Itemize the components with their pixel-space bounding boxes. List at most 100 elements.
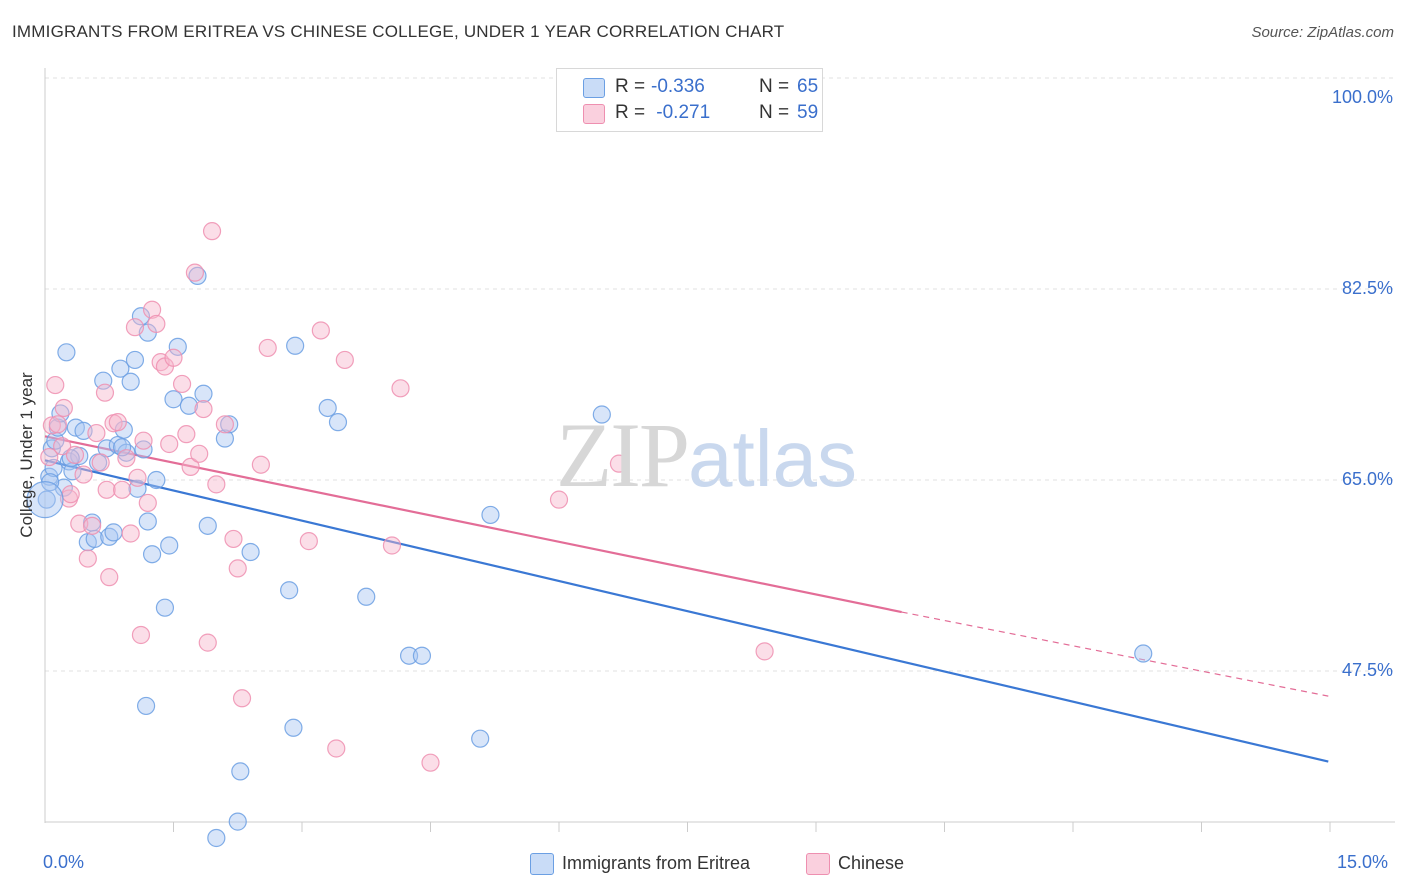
point-eritrea	[215, 429, 234, 448]
point-chinese	[138, 493, 157, 513]
point-eritrea	[104, 523, 123, 542]
point-eritrea	[168, 337, 187, 356]
axes	[44, 68, 1395, 832]
r-value: -0.336	[651, 76, 705, 97]
point-chinese	[78, 549, 97, 568]
point-chinese	[181, 457, 200, 477]
point-chinese	[224, 529, 243, 549]
point-eritrea	[142, 545, 162, 564]
y-tick-label: 47.5%	[1341, 660, 1393, 680]
point-chinese	[185, 263, 205, 282]
point-chinese	[755, 642, 774, 661]
point-chinese	[327, 739, 346, 758]
point-eritrea	[155, 598, 175, 617]
point-chinese	[108, 413, 127, 432]
point-eritrea	[481, 505, 500, 525]
point-eritrea	[284, 718, 303, 737]
y-tick-label: 82.5%	[1341, 278, 1393, 298]
point-eritrea	[399, 646, 419, 665]
legend-label-eritrea: Immigrants from Eritrea	[562, 853, 751, 873]
point-chinese	[177, 425, 196, 444]
point-eritrea	[592, 405, 611, 424]
point-chinese	[251, 455, 270, 474]
point-eritrea	[357, 587, 376, 606]
point-eritrea	[241, 542, 260, 562]
point-chinese	[232, 689, 252, 708]
point-eritrea	[194, 384, 213, 403]
point-chinese	[190, 444, 209, 463]
point-eritrea	[112, 438, 132, 457]
r-value: -0.271	[651, 102, 711, 123]
trend-line-chinese	[44, 435, 902, 614]
trend-line-chinese-extension	[901, 611, 1329, 697]
grid-lines	[45, 77, 1395, 672]
point-chinese	[117, 449, 136, 468]
point-eritrea	[37, 490, 56, 509]
point-chinese	[128, 468, 147, 487]
point-chinese	[91, 453, 110, 472]
point-eritrea	[412, 646, 432, 665]
point-chinese	[335, 350, 354, 370]
point-chinese	[311, 321, 330, 340]
point-chinese	[609, 454, 629, 473]
point-chinese	[134, 431, 153, 450]
point-eritrea	[147, 470, 166, 490]
point-chinese	[95, 383, 115, 402]
point-chinese	[53, 437, 72, 456]
point-eritrea	[188, 266, 207, 286]
point-eritrea	[136, 696, 156, 716]
point-chinese	[299, 532, 318, 551]
point-chinese	[382, 536, 402, 555]
point-chinese	[258, 338, 277, 358]
point-chinese	[202, 222, 222, 241]
point-chinese	[172, 374, 192, 394]
point-chinese	[87, 423, 106, 443]
point-eritrea	[121, 372, 140, 391]
legend-swatch-chinese	[806, 853, 830, 875]
y-axis-label: College, Under 1 year	[17, 372, 36, 538]
n-label: N =	[759, 102, 790, 123]
point-chinese	[160, 434, 179, 454]
point-chinese	[164, 348, 183, 367]
r-label: R =	[615, 76, 646, 97]
point-eritrea	[138, 512, 157, 531]
point-chinese	[125, 318, 145, 337]
point-chinese	[421, 753, 440, 772]
point-eritrea	[207, 828, 226, 848]
point-eritrea	[286, 336, 305, 355]
point-chinese	[97, 480, 116, 499]
correlation-stats-box: R = -0.336 N = 65 R = -0.271 N = 59	[556, 68, 823, 132]
y-tick-label: 65.0%	[1341, 469, 1393, 489]
x-tick-max: 15.0%	[1337, 852, 1389, 872]
point-eritrea	[57, 343, 76, 362]
point-chinese	[74, 465, 93, 484]
data-points	[26, 222, 1153, 848]
point-chinese	[215, 415, 234, 434]
x-tick-min: 0.0%	[43, 852, 85, 872]
point-eritrea	[318, 398, 337, 418]
watermark-atlas: atlas	[688, 414, 857, 503]
source-label: Source: ZipAtlas.com	[1251, 24, 1394, 41]
point-eritrea	[131, 307, 151, 326]
point-eritrea	[198, 516, 217, 535]
watermark: ZIPatlas	[556, 402, 857, 508]
point-chinese	[131, 625, 151, 645]
y-tick-label: 100.0%	[1331, 87, 1393, 107]
point-chinese	[40, 447, 59, 467]
point-chinese	[48, 415, 67, 434]
point-chinese	[228, 559, 247, 578]
n-value: 65	[797, 76, 819, 97]
point-chinese	[54, 398, 73, 418]
point-eritrea	[111, 359, 130, 378]
point-chinese	[549, 490, 569, 509]
point-eritrea	[280, 581, 299, 600]
point-eritrea	[220, 415, 239, 434]
point-eritrea	[160, 536, 179, 555]
point-chinese	[147, 314, 166, 334]
point-eritrea	[54, 478, 73, 497]
point-eritrea	[471, 729, 490, 748]
point-chinese	[391, 379, 410, 398]
point-eritrea-large	[26, 481, 64, 519]
point-chinese	[198, 633, 217, 652]
